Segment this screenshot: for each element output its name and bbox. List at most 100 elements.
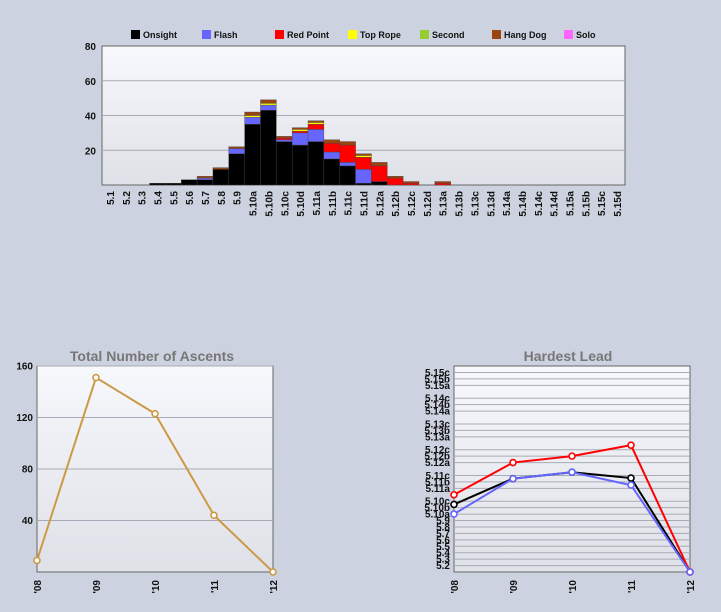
legend-label: Second xyxy=(432,30,465,40)
bar-segment-hang-dog xyxy=(228,146,245,149)
lead-point xyxy=(450,490,458,499)
bar-segment-onsight xyxy=(260,110,277,186)
legend-label: Solo xyxy=(576,30,596,40)
lead-ytick-label: 5.10c xyxy=(425,497,450,508)
bar-segment-onsight xyxy=(181,179,198,186)
asc-point xyxy=(269,568,277,576)
lead-xtick-label: '10 xyxy=(568,580,579,594)
bar-xtick-label: 5.12d xyxy=(423,191,434,217)
bar-segment-onsight xyxy=(355,183,372,186)
lead-point xyxy=(627,481,635,489)
bar-xtick-label: 5.11d xyxy=(360,191,371,216)
lead-point xyxy=(686,568,694,576)
bar-segment-onsight xyxy=(212,169,229,186)
bar-xtick-label: 5.13a xyxy=(439,191,450,216)
legend-swatch-top-rope xyxy=(348,30,357,39)
bar-segment-onsight xyxy=(196,179,214,186)
bar-ytick-label: 80 xyxy=(85,42,97,53)
lead-ytick-label: 5.14a xyxy=(425,407,450,418)
bar-segment-hang-dog xyxy=(371,162,388,167)
asc-ytick-label: 160 xyxy=(16,362,33,373)
bar-segment-top-rope xyxy=(244,115,261,118)
bar-xtick-label: 5.14c xyxy=(534,191,545,216)
legend-label: Red Point xyxy=(287,30,329,40)
bar-xtick-label: 5.7 xyxy=(201,191,212,205)
bar-segment-flash xyxy=(276,139,293,142)
lead-point xyxy=(627,441,635,449)
bar-segment-flash xyxy=(323,151,340,160)
bar-segment-onsight xyxy=(307,141,325,186)
lead-point xyxy=(568,452,576,460)
bar-segment-flash xyxy=(339,162,356,167)
bar-ytick-label: 20 xyxy=(85,146,97,157)
bar-segment-hang-dog xyxy=(276,136,293,139)
bar-segment-red-point xyxy=(291,130,309,134)
bar-xtick-label: 5.10c xyxy=(280,191,291,216)
bar-segment-onsight xyxy=(165,183,182,186)
asc-ytick-label: 80 xyxy=(22,465,34,476)
bar-segment-red-point xyxy=(339,144,356,163)
bar-segment-onsight xyxy=(371,181,388,186)
asc-ytick-label: 120 xyxy=(16,413,33,424)
lead-ytick-label: 5.10b xyxy=(424,503,450,514)
bar-segment-red-point xyxy=(434,183,451,186)
bar-xtick-label: 5.8 xyxy=(217,191,228,205)
bar-segment-onsight xyxy=(339,165,356,186)
lead-chart-title: Hardest Lead xyxy=(524,348,613,364)
lead-ytick-label: 5.10a xyxy=(425,510,450,521)
lead-ytick-label: 5.11b xyxy=(425,477,450,488)
legend-swatch-onsight xyxy=(131,30,140,39)
lead-xtick-label: '08 xyxy=(450,580,461,594)
ascents-chart-title: Total Number of Ascents xyxy=(70,348,234,364)
asc-point xyxy=(210,511,218,520)
bar-chart-legend: Onsight Flash Red Point Top Rope Second Hang … xyxy=(131,30,596,40)
bar-segment-onsight xyxy=(276,141,293,186)
bar-segment-flash xyxy=(228,148,245,154)
legend-swatch-solo xyxy=(564,30,573,39)
lead-ytick-label: 5.11c xyxy=(426,471,451,482)
bar-xtick-label: 5.13b xyxy=(455,191,466,217)
bar-segment-onsight xyxy=(323,158,340,186)
lead-ytick-label: 5.7 xyxy=(436,529,450,540)
hardest-lead-chart: Hardest Lead 5.25.35.45.55.65.75.85.95.1… xyxy=(424,348,697,594)
bar-segment-flash xyxy=(260,104,277,111)
legend-swatch-red-point xyxy=(275,30,284,39)
bar-xtick-label: 5.9 xyxy=(233,191,244,205)
asc-point xyxy=(92,373,100,382)
bar-xtick-label: 5.15a xyxy=(566,191,577,216)
legend-label: Flash xyxy=(214,30,238,40)
bar-segment-onsight xyxy=(228,153,245,186)
lead-ytick-label: 5.14c xyxy=(425,394,450,405)
bar-segment-onsight xyxy=(291,144,309,186)
bar-xtick-label: 5.14d xyxy=(550,191,561,217)
lead-point xyxy=(627,474,635,482)
bar-segment-red-point xyxy=(276,137,293,141)
bar-segment-flash xyxy=(307,129,325,142)
bar-xtick-label: 5.10d xyxy=(296,191,307,217)
bar-xtick-label: 5.11a xyxy=(312,191,323,216)
asc-xtick-label: '11 xyxy=(210,580,221,593)
lead-ytick-label: 5.13b xyxy=(424,426,450,437)
bar-xtick-label: 5.14b xyxy=(518,191,529,217)
lead-ytick-label: 5.4 xyxy=(436,548,450,559)
bar-segment-hang-dog xyxy=(307,120,325,123)
bar-segment-hang-dog xyxy=(434,181,451,184)
legend-swatch-hang-dog xyxy=(492,30,501,39)
lead-ytick-label: 5.13c xyxy=(425,419,450,430)
lead-ytick-label: 5.11a xyxy=(426,484,451,495)
bar-segment-flash xyxy=(244,117,261,125)
lead-ytick-label: 5.15a xyxy=(425,381,450,392)
legend-swatch-second xyxy=(420,30,429,39)
lead-ytick-label: 5.3 xyxy=(436,555,450,566)
bar-xtick-label: 5.2 xyxy=(122,191,133,205)
lead-ytick-label: 5.13a xyxy=(425,432,450,443)
bar-segment-red-point xyxy=(371,165,388,182)
bar-xtick-label: 5.4 xyxy=(153,191,164,205)
bar-xtick-label: 5.12a xyxy=(375,191,386,216)
bar-segment-top-rope xyxy=(307,122,325,125)
bar-xtick-label: 5.10b xyxy=(264,191,275,217)
lead-ytick-label: 5.12a xyxy=(425,458,450,469)
bar-segment-red-point xyxy=(402,183,420,186)
lead-ytick-label: 5.12c xyxy=(425,445,450,456)
bar-segment-flash xyxy=(196,177,214,180)
